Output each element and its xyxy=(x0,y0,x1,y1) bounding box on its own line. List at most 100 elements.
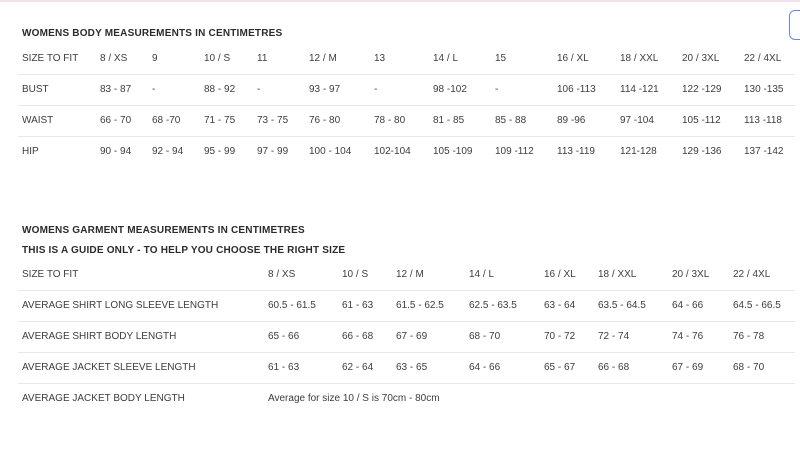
table-cell: 20 / 3XL xyxy=(672,269,710,280)
row-label: AVERAGE SHIRT BODY LENGTH xyxy=(22,331,177,342)
table-row: SIZE TO FIT 8 / XS 10 / S 12 / M 14 / L 16 / … xyxy=(18,260,795,291)
table-cell: 13 xyxy=(374,53,386,64)
table-cell: 10 / S xyxy=(204,53,231,64)
table-cell: 113 -119 xyxy=(557,146,595,157)
table-cell: 72 - 74 xyxy=(598,331,630,342)
table-cell: 114 -121 xyxy=(620,84,659,95)
table-cell: 67 - 69 xyxy=(396,331,428,342)
table-cell: 100 - 104 xyxy=(309,146,352,157)
table-cell: 11 xyxy=(257,53,268,64)
table-cell: 76 - 80 xyxy=(309,115,341,126)
table-cell: 106 -113 xyxy=(557,84,596,95)
table-cell: 93 - 97 xyxy=(309,84,341,95)
table-cell: 70 - 72 xyxy=(544,331,576,342)
table-cell: 64.5 - 66.5 xyxy=(733,300,781,311)
garment-table-subtitle: THIS IS A GUIDE ONLY - TO HELP YOU CHOOS… xyxy=(22,245,346,256)
table-cell: 20 / 3XL xyxy=(682,53,720,64)
table-cell: 61.5 - 62.5 xyxy=(396,300,444,311)
table-cell: 16 / XL xyxy=(557,53,589,64)
table-cell: 85 - 88 xyxy=(495,115,527,126)
table-cell: 18 / XXL xyxy=(620,53,659,64)
table-cell: 65 - 67 xyxy=(544,362,576,373)
table-cell: 60.5 - 61.5 xyxy=(268,300,316,311)
table-cell: 102-104 xyxy=(374,146,411,157)
row-label: AVERAGE JACKET BODY LENGTH xyxy=(22,393,185,404)
table-cell: 64 - 66 xyxy=(672,300,704,311)
table-cell: 63 - 64 xyxy=(544,300,576,311)
table-cell: 95 - 99 xyxy=(204,146,236,157)
table-cell: 64 - 66 xyxy=(469,362,501,373)
table-row: AVERAGE SHIRT BODY LENGTH 65 - 66 66 - 68 6… xyxy=(18,322,795,353)
table-cell: 121-128 xyxy=(620,146,657,157)
table-cell: 18 / XXL xyxy=(598,269,637,280)
table-cell: 113 -118 xyxy=(744,115,782,126)
table-cell: 66 - 68 xyxy=(342,331,374,342)
table-cell: 76 - 78 xyxy=(733,331,765,342)
table-cell: 68 -70 xyxy=(152,115,181,126)
row-label: BUST xyxy=(22,84,49,95)
table-cell: 61 - 63 xyxy=(268,362,300,373)
edge-frame-button[interactable] xyxy=(789,10,800,40)
table-cell: - xyxy=(257,84,261,95)
table-cell: - xyxy=(374,84,378,95)
table-cell: 122 -129 xyxy=(682,84,722,95)
table-cell: 130 -135 xyxy=(744,84,784,95)
body-measurements-table: SIZE TO FIT 8 / XS 9 10 / S 11 12 / M 13 14 / L… xyxy=(18,44,795,167)
table-cell: 62 - 64 xyxy=(342,362,374,373)
table-cell: 8 / XS xyxy=(100,53,128,64)
row-label: SIZE TO FIT xyxy=(22,53,79,64)
table-cell: 61 - 63 xyxy=(342,300,374,311)
table-cell: 16 / XL xyxy=(544,269,576,280)
table-cell: 15 xyxy=(495,53,507,64)
table-row: BUST 83 - 87 - 88 - 92 - 93 - 97 - 98 -102 - 106 … xyxy=(18,75,795,106)
table-cell: 105 -112 xyxy=(682,115,721,126)
row-label: WAIST xyxy=(22,115,54,126)
table-cell: 12 / M xyxy=(309,53,337,64)
table-cell: 10 / S xyxy=(342,269,369,280)
row-label: AVERAGE JACKET SLEEVE LENGTH xyxy=(22,362,196,373)
table-cell: 71 - 75 xyxy=(204,115,236,126)
table-cell: 8 / XS xyxy=(268,269,296,280)
table-cell: 73 - 75 xyxy=(257,115,289,126)
table-cell: 88 - 92 xyxy=(204,84,236,95)
table-cell: 9 xyxy=(152,53,158,64)
table-cell: 105 -109 xyxy=(433,146,473,157)
table-cell: 92 - 94 xyxy=(152,146,184,157)
top-accent-line xyxy=(0,0,800,2)
row-label: HIP xyxy=(22,146,39,157)
table-cell: 62.5 - 63.5 xyxy=(469,300,517,311)
table-cell: 137 -142 xyxy=(744,146,784,157)
table-cell: 129 -136 xyxy=(682,146,722,157)
table-cell: 68 - 70 xyxy=(469,331,501,342)
table-cell: 14 / L xyxy=(433,53,459,64)
table-cell: 98 -102 xyxy=(433,84,467,95)
table-cell: 81 - 85 xyxy=(433,115,465,126)
table-row: WAIST 66 - 70 68 -70 71 - 75 73 - 75 76 - 80 7… xyxy=(18,106,795,137)
table-cell: 89 -96 xyxy=(557,115,586,126)
table-cell: 22 / 4XL xyxy=(744,53,782,64)
table-row: HIP 90 - 94 92 - 94 95 - 99 97 - 99 100 - 104… xyxy=(18,137,795,167)
table-cell: 12 / M xyxy=(396,269,424,280)
table-cell: 63 - 65 xyxy=(396,362,428,373)
table-cell: 14 / L xyxy=(469,269,495,280)
table-row: AVERAGE JACKET BODY LENGTH Average for si… xyxy=(18,384,795,414)
table-cell: 67 - 69 xyxy=(672,362,704,373)
table-cell: 97 - 99 xyxy=(257,146,289,157)
row-label: SIZE TO FIT xyxy=(22,269,79,280)
table-cell: Average for size 10 / S is 70cm - 80cm xyxy=(268,393,440,404)
table-cell: 74 - 76 xyxy=(672,331,704,342)
table-cell: 66 - 68 xyxy=(598,362,630,373)
table-cell: - xyxy=(152,84,156,95)
table-cell: 22 / 4XL xyxy=(733,269,771,280)
table-cell: 83 - 87 xyxy=(100,84,132,95)
table-cell: 63.5 - 64.5 xyxy=(598,300,646,311)
table-cell: 90 - 94 xyxy=(100,146,132,157)
table-cell: 65 - 66 xyxy=(268,331,300,342)
body-table-title: WOMENS BODY MEASUREMENTS IN CENTIMETRES xyxy=(22,28,283,39)
table-row: SIZE TO FIT 8 / XS 9 10 / S 11 12 / M 13 14 / L… xyxy=(18,44,795,75)
garment-measurements-table: SIZE TO FIT 8 / XS 10 / S 12 / M 14 / L 16 / … xyxy=(18,260,795,414)
garment-table-title: WOMENS GARMENT MEASUREMENTS IN CENTIMETR… xyxy=(22,225,305,236)
table-cell: 109 -112 xyxy=(495,146,534,157)
table-row: AVERAGE JACKET SLEEVE LENGTH 61 - 63 62 - … xyxy=(18,353,795,384)
table-cell: 97 -104 xyxy=(620,115,654,126)
